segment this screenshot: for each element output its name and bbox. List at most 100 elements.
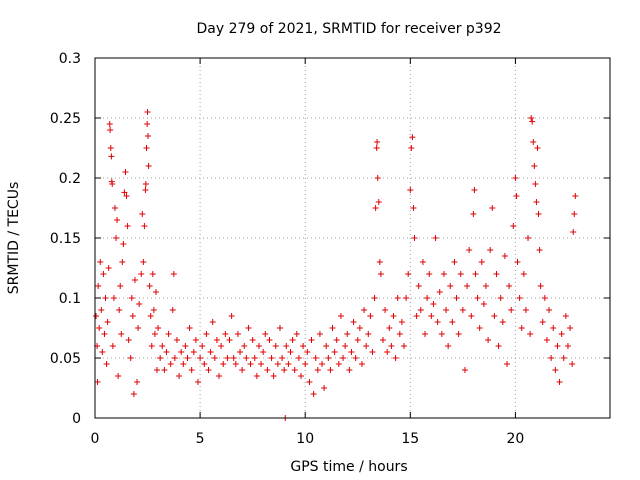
data-point xyxy=(536,247,543,253)
data-point xyxy=(138,271,145,277)
data-point xyxy=(504,361,510,367)
data-point xyxy=(186,325,193,331)
data-point xyxy=(209,319,216,325)
data-point xyxy=(96,325,103,331)
data-point xyxy=(154,367,161,373)
x-tick-label: 20 xyxy=(506,431,524,447)
data-point xyxy=(495,343,502,349)
data-point xyxy=(430,301,437,307)
data-point xyxy=(287,349,294,355)
x-tick-label: 0 xyxy=(91,431,100,447)
data-point xyxy=(562,313,569,319)
data-point xyxy=(532,181,539,187)
data-point xyxy=(374,139,381,145)
data-point xyxy=(331,349,338,355)
chart-title: Day 279 of 2021, SRMTID for receiver p39… xyxy=(196,21,501,37)
data-point xyxy=(104,319,111,325)
data-point xyxy=(321,385,328,391)
data-point xyxy=(100,271,107,277)
data-point xyxy=(392,355,399,361)
data-point xyxy=(142,187,149,193)
data-point xyxy=(377,271,384,277)
data-point xyxy=(379,337,386,343)
data-point xyxy=(226,337,233,343)
data-point xyxy=(499,319,506,325)
data-point xyxy=(373,145,380,151)
data-point xyxy=(419,259,426,265)
y-tick-labels: 0 0.05 0.1 0.15 0.2 0.25 0.3 xyxy=(50,51,81,427)
data-point xyxy=(489,205,496,211)
data-point xyxy=(337,313,344,319)
data-point xyxy=(197,355,204,361)
data-point xyxy=(180,361,187,367)
data-point xyxy=(386,325,393,331)
data-point xyxy=(476,325,483,331)
data-point xyxy=(114,217,121,223)
data-point xyxy=(472,271,479,277)
data-point xyxy=(98,307,105,313)
y-tick-label: 0.05 xyxy=(50,351,81,367)
data-point xyxy=(520,271,527,277)
data-point xyxy=(306,379,313,385)
data-point xyxy=(93,313,100,319)
data-point xyxy=(537,283,544,289)
data-point xyxy=(237,349,244,355)
data-point xyxy=(143,145,150,151)
data-point xyxy=(405,271,412,277)
data-point xyxy=(266,337,273,343)
data-point xyxy=(205,367,212,373)
data-point xyxy=(558,331,565,337)
data-point xyxy=(184,355,191,361)
data-point xyxy=(522,307,529,313)
data-point xyxy=(220,361,227,367)
data-point xyxy=(122,169,129,175)
data-point xyxy=(213,337,220,343)
data-point xyxy=(116,307,123,313)
data-point xyxy=(501,253,508,259)
data-point xyxy=(101,331,108,337)
data-point xyxy=(118,331,125,337)
data-point xyxy=(493,271,500,277)
data-point xyxy=(103,361,110,367)
data-point xyxy=(570,229,577,235)
data-point xyxy=(109,343,116,349)
data-point xyxy=(293,331,300,337)
data-point xyxy=(422,331,429,337)
data-point xyxy=(224,355,231,361)
data-point xyxy=(485,337,492,343)
data-point xyxy=(228,313,235,319)
data-point xyxy=(115,373,122,379)
data-point xyxy=(285,361,292,367)
data-point xyxy=(111,205,118,211)
x-tick-label: 10 xyxy=(296,431,314,447)
data-point xyxy=(125,337,132,343)
data-point xyxy=(105,265,112,271)
data-point xyxy=(428,313,435,319)
data-point xyxy=(142,181,149,187)
data-point xyxy=(302,361,309,367)
data-point xyxy=(482,283,489,289)
data-point xyxy=(134,379,141,385)
data-point xyxy=(417,307,424,313)
data-point xyxy=(270,373,277,379)
data-point xyxy=(447,283,454,289)
data-point xyxy=(455,331,462,337)
y-tick-label: 0.1 xyxy=(59,291,81,307)
data-point xyxy=(388,343,395,349)
data-point xyxy=(141,223,148,229)
data-point xyxy=(249,337,256,343)
data-point xyxy=(342,343,349,349)
data-point xyxy=(401,343,407,349)
x-tick-labels: 0 5 10 15 20 xyxy=(91,431,525,447)
data-point xyxy=(139,211,146,217)
data-point xyxy=(411,235,418,241)
data-point xyxy=(468,313,475,319)
data-point xyxy=(382,307,389,313)
data-point xyxy=(344,331,351,337)
data-point xyxy=(310,391,317,397)
data-point xyxy=(398,319,405,325)
data-point xyxy=(325,355,332,361)
data-point xyxy=(128,295,135,301)
data-point xyxy=(497,295,504,301)
data-point xyxy=(323,343,330,349)
